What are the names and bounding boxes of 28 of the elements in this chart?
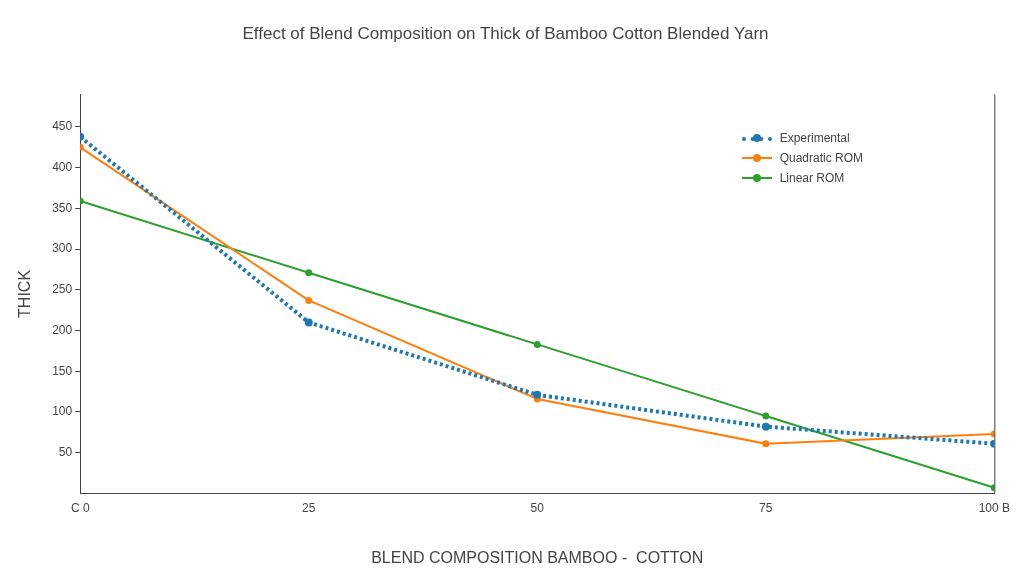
point bbox=[305, 296, 313, 304]
point bbox=[305, 269, 313, 277]
x-tick-label: 75 bbox=[759, 500, 773, 515]
point bbox=[762, 412, 770, 420]
y-tick-label: 350 bbox=[52, 200, 73, 215]
x-tick-label: C 0 bbox=[70, 500, 90, 515]
point bbox=[762, 440, 770, 448]
x-tick-label: 25 bbox=[302, 500, 316, 515]
point bbox=[304, 318, 313, 327]
y-tick-label: 250 bbox=[52, 282, 73, 297]
y-tick-label: 50 bbox=[58, 445, 73, 459]
y-axis-title: THICK bbox=[16, 269, 34, 318]
x-axis-title: BLEND COMPOSITION BAMBOO - COTTON bbox=[371, 548, 704, 566]
y-tick-label: 300 bbox=[52, 241, 73, 256]
legend-label: Quadratic ROM bbox=[779, 151, 863, 165]
y-tick-label: 150 bbox=[52, 363, 73, 378]
chart-title: Effect of Blend Composition on Thick of Bamboo Cotton Blended Yarn bbox=[242, 23, 769, 43]
x-tick-label: 100 B bbox=[978, 500, 1010, 515]
y-tick-label: 400 bbox=[52, 160, 73, 174]
x-tick-label: 50 bbox=[530, 500, 545, 515]
legend-label: Linear ROM bbox=[779, 171, 845, 185]
point bbox=[533, 340, 541, 348]
legend-label: Experimental bbox=[779, 131, 850, 145]
y-tick-label: 450 bbox=[52, 119, 73, 134]
point bbox=[533, 390, 542, 399]
point bbox=[761, 422, 770, 431]
y-tick-label: 100 bbox=[52, 404, 73, 419]
y-tick-label: 200 bbox=[52, 322, 73, 337]
